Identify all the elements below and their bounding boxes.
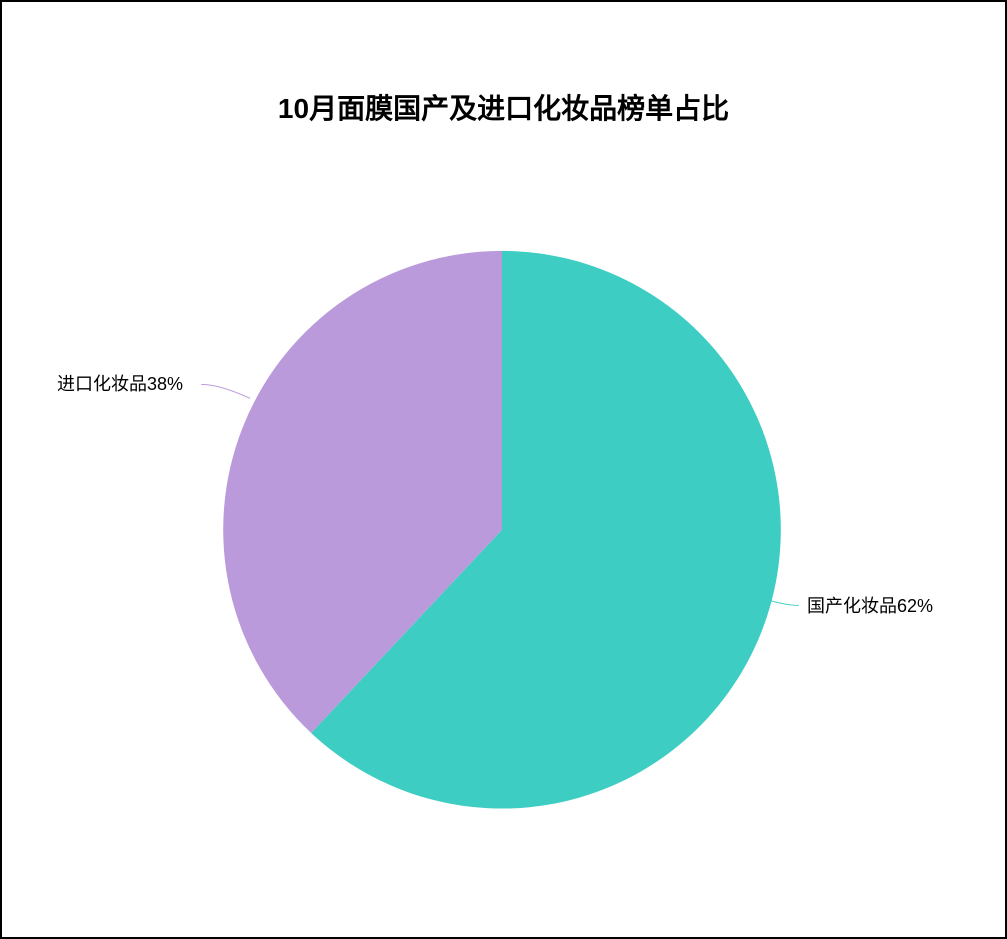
slice-label-imported: 进口化妆品38% <box>57 370 183 396</box>
slice-label-domestic: 国产化妆品62% <box>807 592 933 618</box>
leader-line-1 <box>201 384 250 398</box>
pie-chart <box>2 2 1005 937</box>
chart-frame: 10月面膜国产及进口化妆品榜单占比 国产化妆品62% 进口化妆品38% <box>0 0 1007 939</box>
